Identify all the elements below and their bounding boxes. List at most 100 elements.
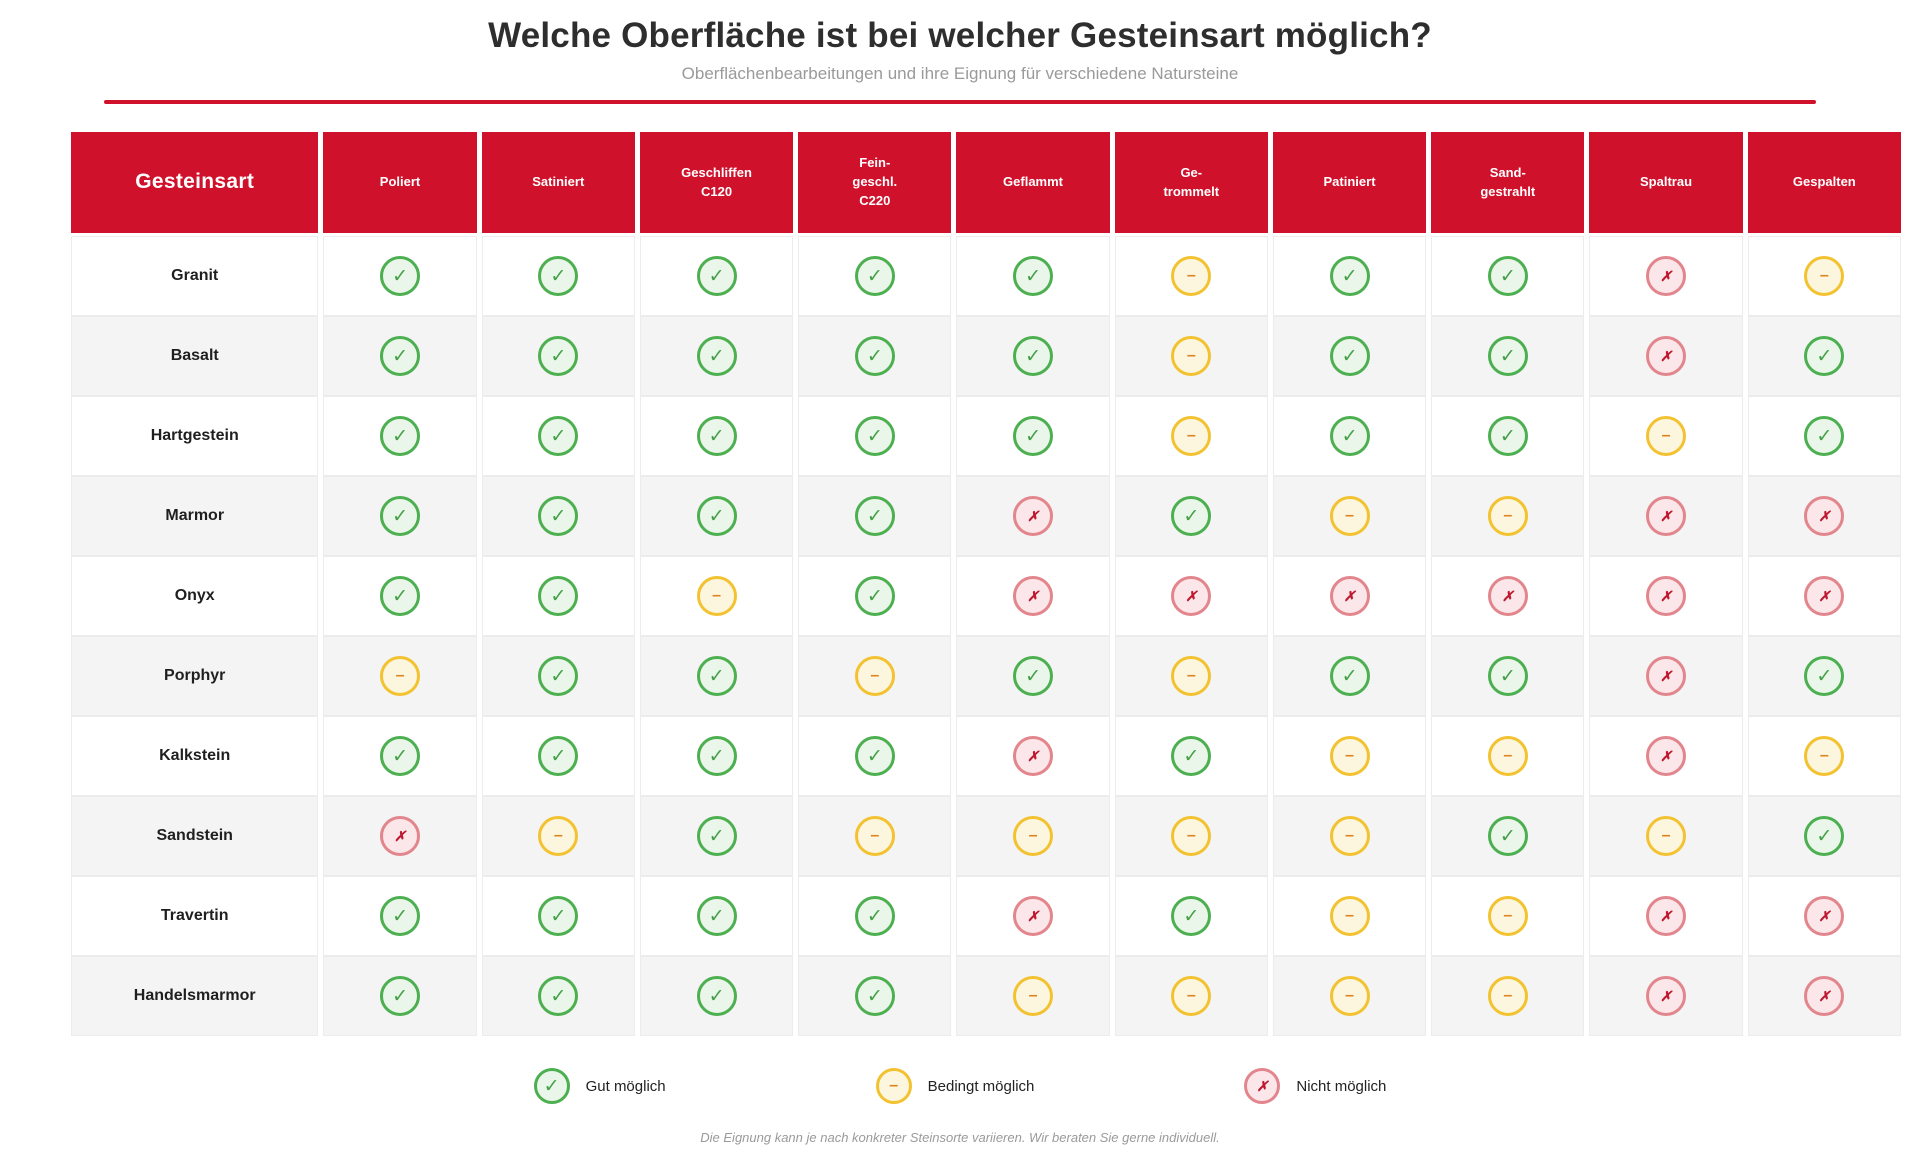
matrix-cell: ✓ (1747, 316, 1901, 396)
dash-icon: – (1487, 896, 1528, 936)
check-icon: ✓ (1329, 656, 1370, 696)
check-icon: ✓ (1329, 416, 1370, 456)
check-icon: ✓ (1171, 496, 1212, 536)
table-row: Granit ✓ ✓ ✓ ✓ ✓ – ✓ ✓ ✗ – (71, 236, 1901, 316)
check-icon: ✓ (1487, 656, 1528, 696)
matrix-cell: ✓ (639, 316, 794, 396)
dash-icon: – (1013, 816, 1054, 856)
matrix-cell: ✗ (1589, 316, 1743, 396)
check-icon: ✓ (380, 976, 421, 1016)
matrix-cell: ✓ (323, 236, 477, 316)
header-row: Gesteinsart Poliert Satiniert Geschliffen C… (71, 132, 1901, 236)
cross-icon: ✗ (1171, 576, 1212, 616)
matrix-cell: – (1114, 636, 1268, 716)
check-icon: ✓ (1487, 336, 1528, 376)
check-icon: ✓ (538, 336, 579, 376)
column-header: Gespalten (1747, 132, 1901, 236)
check-icon: ✓ (538, 976, 579, 1016)
check-icon: ✓ (854, 496, 895, 536)
matrix-cell: ✓ (323, 316, 477, 396)
dash-icon: – (1804, 256, 1845, 296)
column-header: Patiniert (1272, 132, 1427, 236)
dash-icon: – (1646, 416, 1687, 456)
matrix-cell: ✗ (1589, 476, 1743, 556)
matrix-cell: – (1272, 796, 1427, 876)
dash-icon: – (696, 576, 737, 616)
matrix-cell: ✗ (1114, 556, 1268, 636)
legend-label: Bedingt möglich (927, 1077, 1035, 1095)
accent-divider (104, 100, 1816, 104)
matrix-cell: ✓ (956, 236, 1110, 316)
check-icon: ✓ (380, 416, 421, 456)
row-label: Kalkstein (71, 716, 319, 796)
cross-icon: ✗ (1244, 1068, 1281, 1104)
matrix-cell: ✓ (1431, 636, 1585, 716)
matrix-cell: ✓ (798, 396, 952, 476)
matrix-cell: ✓ (798, 556, 952, 636)
matrix-cell: – (1114, 796, 1268, 876)
dash-icon: – (1646, 816, 1687, 856)
dash-icon: – (1804, 736, 1845, 776)
dash-icon: – (1487, 736, 1528, 776)
matrix-cell: ✗ (1589, 236, 1743, 316)
cross-icon: ✗ (1646, 496, 1687, 536)
matrix-cell: ✓ (798, 476, 952, 556)
cross-icon: ✗ (1646, 896, 1687, 936)
matrix-cell: – (798, 796, 952, 876)
cross-icon: ✗ (1329, 576, 1370, 616)
cross-icon: ✗ (1013, 896, 1054, 936)
check-icon: ✓ (380, 576, 421, 616)
check-icon: ✓ (380, 336, 421, 376)
matrix-cell: ✓ (323, 956, 477, 1036)
dash-icon: – (380, 656, 421, 696)
matrix-cell: ✓ (481, 556, 635, 636)
matrix-cell: ✓ (1431, 236, 1585, 316)
matrix-cell: ✓ (798, 716, 952, 796)
cross-icon: ✗ (1013, 576, 1054, 616)
matrix-cell: – (1747, 716, 1901, 796)
dash-icon: – (1329, 736, 1370, 776)
matrix-cell: ✓ (1747, 396, 1901, 476)
matrix-cell: ✗ (956, 556, 1110, 636)
check-icon: ✓ (1171, 736, 1212, 776)
check-icon: ✓ (696, 496, 737, 536)
column-header: Spaltrau (1589, 132, 1743, 236)
check-icon: ✓ (1171, 896, 1212, 936)
matrix-cell: ✓ (639, 636, 794, 716)
matrix-cell: – (956, 956, 1110, 1036)
table-row: Hartgestein ✓ ✓ ✓ ✓ ✓ – ✓ ✓ – ✓ (71, 396, 1901, 476)
check-icon: ✓ (854, 416, 895, 456)
column-header: Geflammt (956, 132, 1110, 236)
matrix-cell: ✓ (323, 556, 477, 636)
check-icon: ✓ (1329, 336, 1370, 376)
check-icon: ✓ (1804, 336, 1845, 376)
cross-icon: ✗ (1646, 976, 1687, 1016)
dash-icon: – (1171, 976, 1212, 1016)
check-icon: ✓ (538, 736, 579, 776)
check-icon: ✓ (533, 1068, 570, 1104)
check-icon: ✓ (854, 336, 895, 376)
matrix-cell: – (1272, 876, 1427, 956)
check-icon: ✓ (854, 576, 895, 616)
matrix-cell: ✓ (1431, 796, 1585, 876)
matrix-cell: – (1114, 396, 1268, 476)
matrix-cell: ✓ (481, 476, 635, 556)
page-title: Welche Oberfläche ist bei welcher Gestei… (488, 16, 1432, 55)
dash-icon: – (875, 1068, 912, 1104)
matrix-cell: ✓ (639, 876, 794, 956)
matrix-cell: ✓ (798, 316, 952, 396)
matrix-cell: – (1589, 396, 1743, 476)
check-icon: ✓ (696, 896, 737, 936)
matrix-cell: ✓ (798, 956, 952, 1036)
matrix-cell: ✓ (956, 316, 1110, 396)
matrix-cell: ✓ (481, 876, 635, 956)
check-icon: ✓ (1804, 816, 1845, 856)
check-icon: ✓ (538, 576, 579, 616)
dash-icon: – (1013, 976, 1054, 1016)
table-row: Basalt ✓ ✓ ✓ ✓ ✓ – ✓ ✓ ✗ ✓ (71, 316, 1901, 396)
matrix-cell: ✓ (639, 956, 794, 1036)
check-icon: ✓ (854, 256, 895, 296)
dash-icon: – (1329, 976, 1370, 1016)
table-row: Kalkstein ✓ ✓ ✓ ✓ ✗ ✓ – – ✗ – (71, 716, 1901, 796)
check-icon: ✓ (696, 416, 737, 456)
